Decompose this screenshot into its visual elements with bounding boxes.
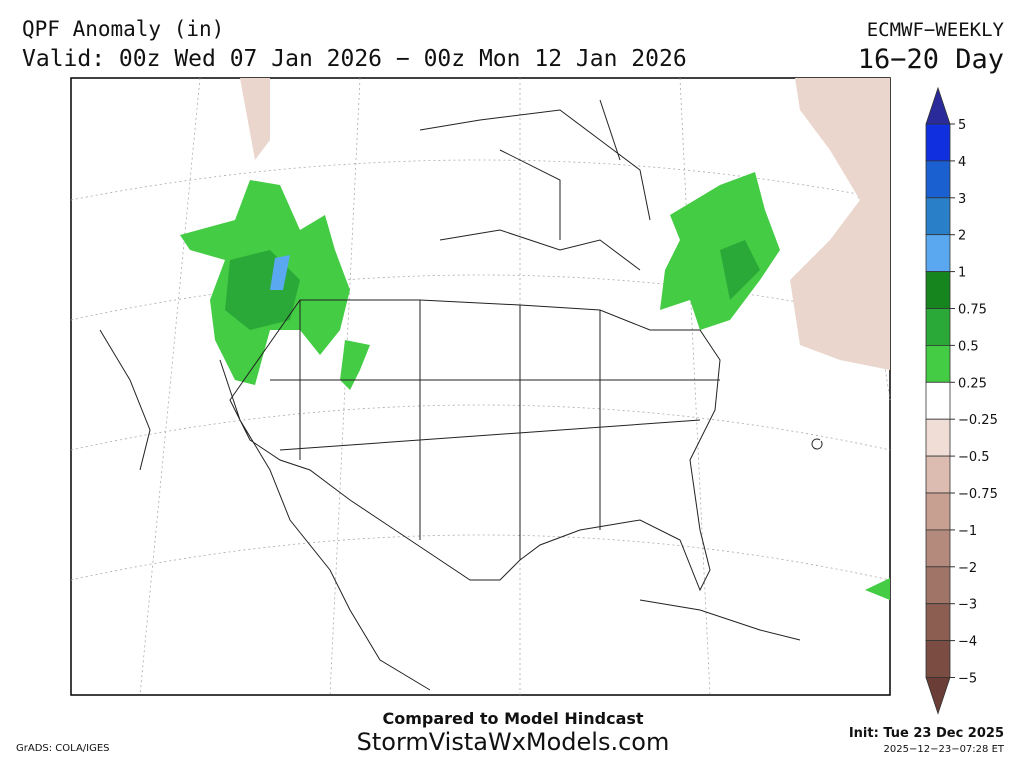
colorbar-label: −4 [958, 635, 977, 650]
colorbar-label: 3 [958, 192, 966, 207]
range: 16−20 Day [858, 44, 1004, 75]
colorbar-segment [925, 529, 951, 568]
footer-site: StormVistaWxModels.com [357, 728, 670, 756]
colorbar-segment [925, 492, 951, 531]
colorbar-label: −2 [958, 561, 977, 576]
colorbar-cap [925, 677, 951, 715]
title: QPF Anomaly (in) [22, 17, 224, 41]
model: ECMWF−WEEKLY [867, 19, 1005, 41]
colorbar-label: 0.5 [958, 339, 979, 354]
colorbar-segment [925, 271, 951, 309]
colorbar-segment [925, 640, 951, 678]
colorbar-label: −0.75 [958, 487, 998, 502]
colorbar-label: 0.25 [958, 376, 987, 391]
colorbar: 5 4 3 2 1 0.75 0.5 0.25 −0.25 −0.5 −0.75 −1 −2 −3 −4 −5 [925, 86, 998, 715]
colorbar-segment [925, 308, 951, 346]
colorbar-label: 4 [958, 155, 966, 170]
valid-time: Valid: 00z Wed 07 Jan 2026 − 00z Mon 12 … [22, 46, 687, 72]
colorbar-cap [925, 86, 951, 125]
colorbar-label: −3 [958, 598, 977, 613]
colorbar-label: −0.25 [958, 413, 998, 428]
colorbar-segment [925, 123, 951, 162]
map [70, 77, 891, 696]
init-time: Init: Tue 23 Dec 2025 [849, 726, 1004, 741]
timestamp: 2025−12−23−07:28 ET [884, 744, 1005, 755]
colorbar-segment [925, 418, 951, 457]
colorbar-label: 5 [958, 118, 966, 133]
colorbar-segment [925, 566, 951, 605]
colorbar-segment [925, 603, 951, 642]
colorbar-label: −1 [958, 524, 977, 539]
colorbar-segment [925, 197, 951, 236]
colorbar-segment [925, 455, 951, 494]
colorbar-segment [925, 160, 951, 199]
colorbar-segment [925, 344, 951, 383]
credit: GrADS: COLA/IGES [16, 743, 110, 754]
footer-note: Compared to Model Hindcast [382, 709, 643, 728]
colorbar-label: 1 [958, 266, 966, 281]
colorbar-label: −0.5 [958, 450, 990, 465]
colorbar-segment [925, 234, 951, 272]
colorbar-label: −5 [958, 672, 977, 687]
colorbar-label: 0.75 [958, 303, 987, 318]
colorbar-label: 2 [958, 229, 966, 244]
colorbar-segment [925, 381, 951, 420]
